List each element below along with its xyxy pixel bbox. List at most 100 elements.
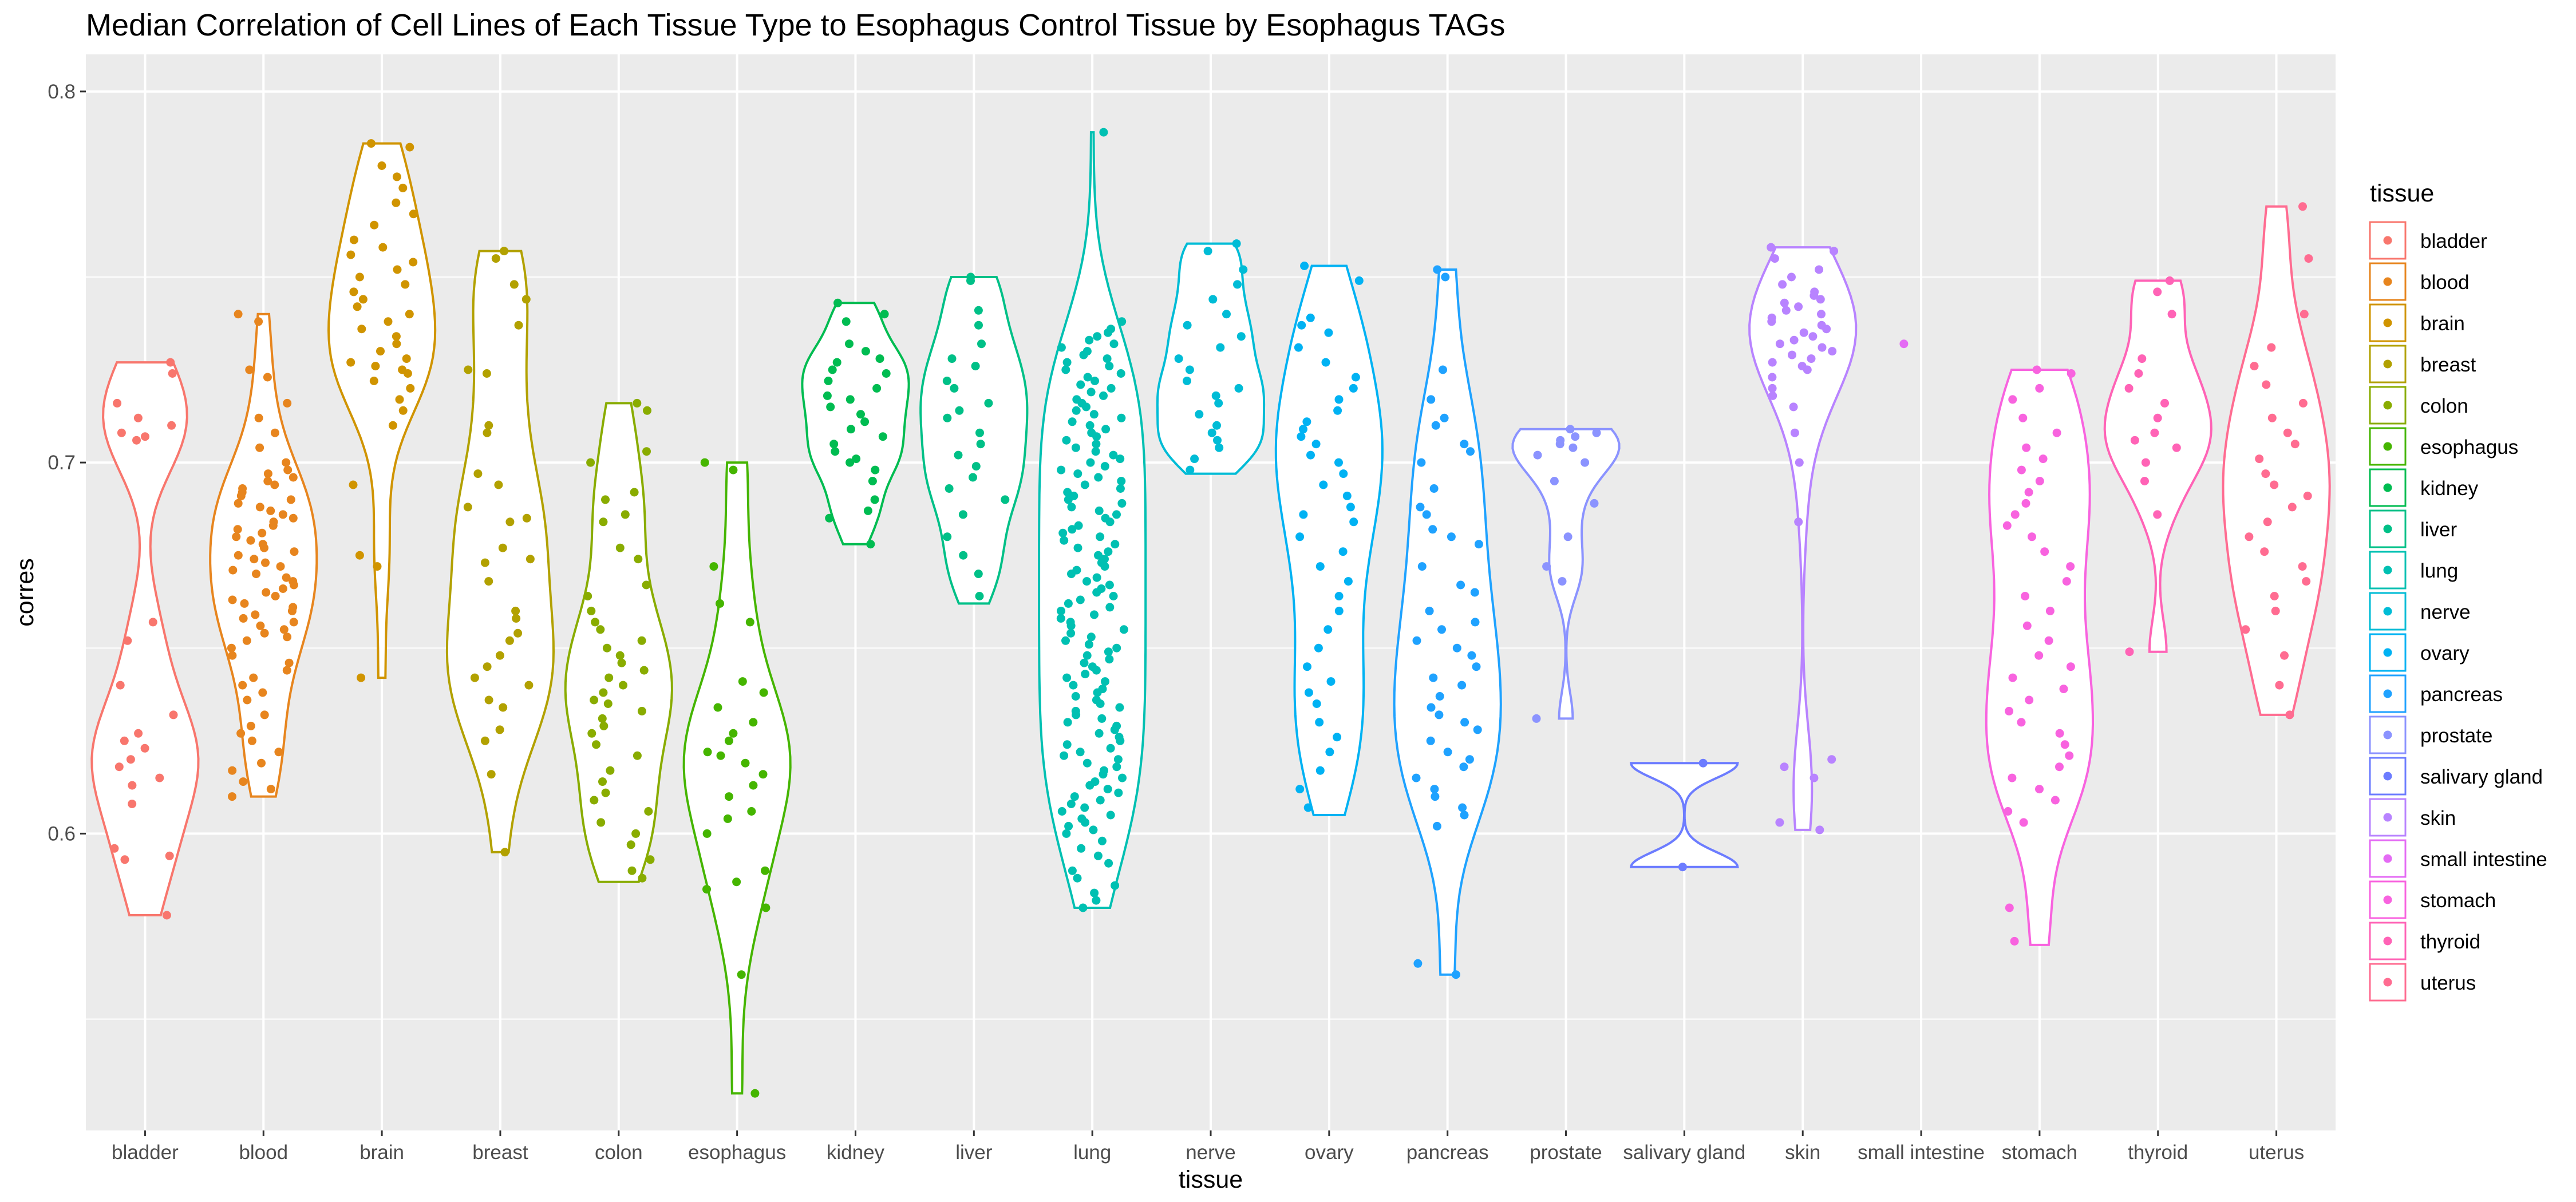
data-point: [969, 473, 977, 482]
data-point: [251, 610, 260, 619]
data-point: [824, 377, 833, 385]
data-point: [1089, 410, 1099, 419]
data-point: [2167, 310, 2176, 319]
data-point: [639, 666, 649, 675]
data-point: [1344, 577, 1353, 586]
data-point: [831, 447, 840, 456]
data-point: [110, 844, 119, 853]
data-point: [233, 525, 242, 534]
legend-item: stomach: [2369, 880, 2496, 919]
data-point: [134, 729, 143, 738]
data-point: [1533, 450, 1542, 460]
data-point: [882, 369, 891, 378]
data-point: [966, 276, 975, 285]
violin-liver: [919, 276, 1029, 605]
data-point: [587, 606, 596, 615]
x-axis: bladder blood brain breast colon esophagus kid…: [112, 1130, 2304, 1164]
data-point: [357, 325, 366, 334]
data-point: [724, 792, 733, 801]
data-point: [759, 688, 768, 697]
x-tick-label: liver: [955, 1141, 993, 1164]
data-point: [252, 570, 260, 579]
violin-blood: [209, 313, 318, 798]
legend-item: nerve: [2369, 592, 2471, 631]
data-point: [402, 354, 411, 363]
data-point: [1068, 417, 1077, 426]
data-point: [1451, 970, 1460, 979]
data-point: [856, 410, 865, 419]
data-point: [1190, 454, 1199, 464]
data-point: [605, 673, 614, 682]
data-point: [1780, 762, 1789, 772]
data-point: [2004, 807, 2013, 816]
data-point: [155, 773, 164, 782]
data-point: [1071, 443, 1080, 452]
data-point: [1077, 844, 1086, 853]
data-point: [1803, 365, 1812, 374]
data-point: [1795, 458, 1804, 467]
data-point: [2275, 681, 2284, 690]
data-point: [2025, 695, 2034, 705]
data-point: [1195, 410, 1204, 419]
data-point: [1457, 681, 1467, 690]
legend-key-point: [2383, 524, 2392, 533]
data-point: [1324, 328, 1333, 337]
data-point: [841, 317, 851, 326]
legend-label: small intestine: [2420, 848, 2547, 871]
legend-item: skin: [2369, 798, 2456, 837]
x-tick-label: prostate: [1530, 1141, 1602, 1164]
data-point: [1472, 662, 1481, 671]
data-point: [2045, 606, 2055, 615]
data-point: [1460, 718, 1469, 727]
data-point: [1808, 332, 1818, 341]
data-point: [702, 829, 712, 838]
data-point: [1057, 807, 1066, 816]
data-point: [1073, 873, 1082, 883]
data-point: [945, 484, 954, 493]
data-point: [2160, 398, 2169, 408]
data-point: [1311, 440, 1321, 449]
data-point: [1113, 755, 1123, 764]
data-point: [2300, 310, 2309, 319]
data-point: [403, 369, 412, 378]
data-point: [637, 706, 646, 715]
data-point: [232, 532, 241, 541]
data-point: [1082, 758, 1092, 768]
data-point: [168, 369, 177, 378]
data-point: [1542, 562, 1551, 571]
data-point: [2059, 685, 2068, 694]
legend-item: kidney: [2369, 468, 2479, 507]
data-point: [2021, 592, 2030, 600]
data-point: [388, 421, 397, 430]
data-point: [2055, 729, 2064, 738]
legend-key-point: [2383, 813, 2392, 822]
data-point: [263, 469, 272, 479]
data-point: [1830, 247, 1839, 256]
data-point: [128, 781, 137, 790]
legend-item: salivary gland: [2369, 757, 2543, 796]
data-point: [1072, 710, 1081, 719]
data-point: [260, 628, 269, 638]
data-point: [1076, 748, 1085, 757]
data-point: [1234, 383, 1243, 393]
data-point: [1105, 362, 1114, 371]
data-point: [2287, 503, 2297, 512]
data-point: [729, 729, 738, 738]
data-point: [234, 310, 243, 319]
data-point: [234, 499, 243, 508]
data-point: [1768, 383, 1777, 393]
data-point: [1303, 662, 1311, 671]
data-point: [470, 673, 479, 682]
data-point: [509, 280, 519, 289]
legend-items: bladder blood brain breast colon esophagus kid…: [2369, 221, 2547, 1002]
data-point: [761, 903, 771, 912]
data-point: [1097, 836, 1107, 845]
data-point: [1321, 358, 1330, 367]
data-point: [483, 428, 492, 437]
data-point: [1117, 499, 1127, 508]
data-point: [1422, 510, 1431, 519]
violin-ovary: [1274, 264, 1384, 816]
data-point: [2302, 577, 2311, 586]
data-point: [228, 651, 237, 660]
legend-key-point: [2383, 772, 2392, 781]
